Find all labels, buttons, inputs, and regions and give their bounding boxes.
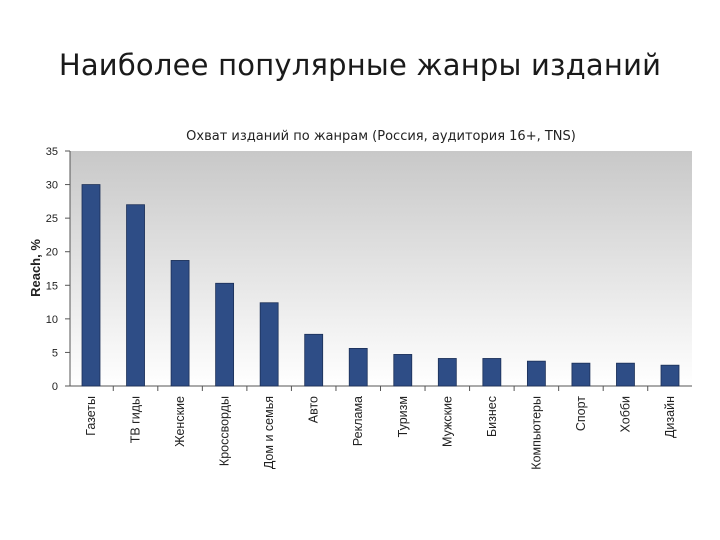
bar <box>660 364 680 387</box>
plot-area <box>70 151 692 386</box>
y-tick-label: 25 <box>46 213 58 225</box>
x-category-label: Мужские <box>440 396 454 447</box>
x-category-label: Газеты <box>84 396 98 436</box>
bar <box>215 282 235 387</box>
y-tick-label: 30 <box>46 180 58 192</box>
y-tick-label: 0 <box>52 381 58 393</box>
bar <box>393 354 413 387</box>
chart-subtitle: Охват изданий по жанрам (Россия, аудитор… <box>186 129 576 144</box>
bar <box>126 204 145 387</box>
x-category-label: Бизнес <box>485 396 499 437</box>
x-category-label: Кроссворды <box>218 396 232 466</box>
x-category-label: ТВ гиды <box>129 396 143 443</box>
y-tick-label: 5 <box>52 347 58 359</box>
x-category-label: Реклама <box>351 396 365 446</box>
slide-title: Наиболее популярные жанры изданий <box>58 48 662 82</box>
bar <box>304 333 324 387</box>
bar <box>571 362 591 387</box>
y-tick-label: 20 <box>46 247 58 259</box>
y-tick-label: 15 <box>46 280 58 292</box>
bar <box>259 302 279 387</box>
x-category-label: Женские <box>173 396 187 447</box>
x-category-label: Туризм <box>396 396 410 437</box>
x-category-label: Спорт <box>574 396 588 431</box>
y-axis-title: Reach, % <box>28 239 43 297</box>
bar <box>482 358 502 387</box>
y-tick-label: 10 <box>46 314 58 326</box>
x-category-label: Хобби <box>618 396 632 432</box>
bar <box>526 360 546 387</box>
x-category-label: Дом и семья <box>262 396 276 469</box>
bar <box>348 347 368 387</box>
bar <box>437 358 457 387</box>
x-category-label: Компьютеры <box>529 396 543 470</box>
x-category-label: Дизайн <box>663 396 677 438</box>
bar <box>170 260 190 387</box>
y-tick-label: 35 <box>46 146 58 158</box>
bar <box>616 362 635 387</box>
bar <box>81 184 101 387</box>
x-category-label: Авто <box>307 396 321 423</box>
